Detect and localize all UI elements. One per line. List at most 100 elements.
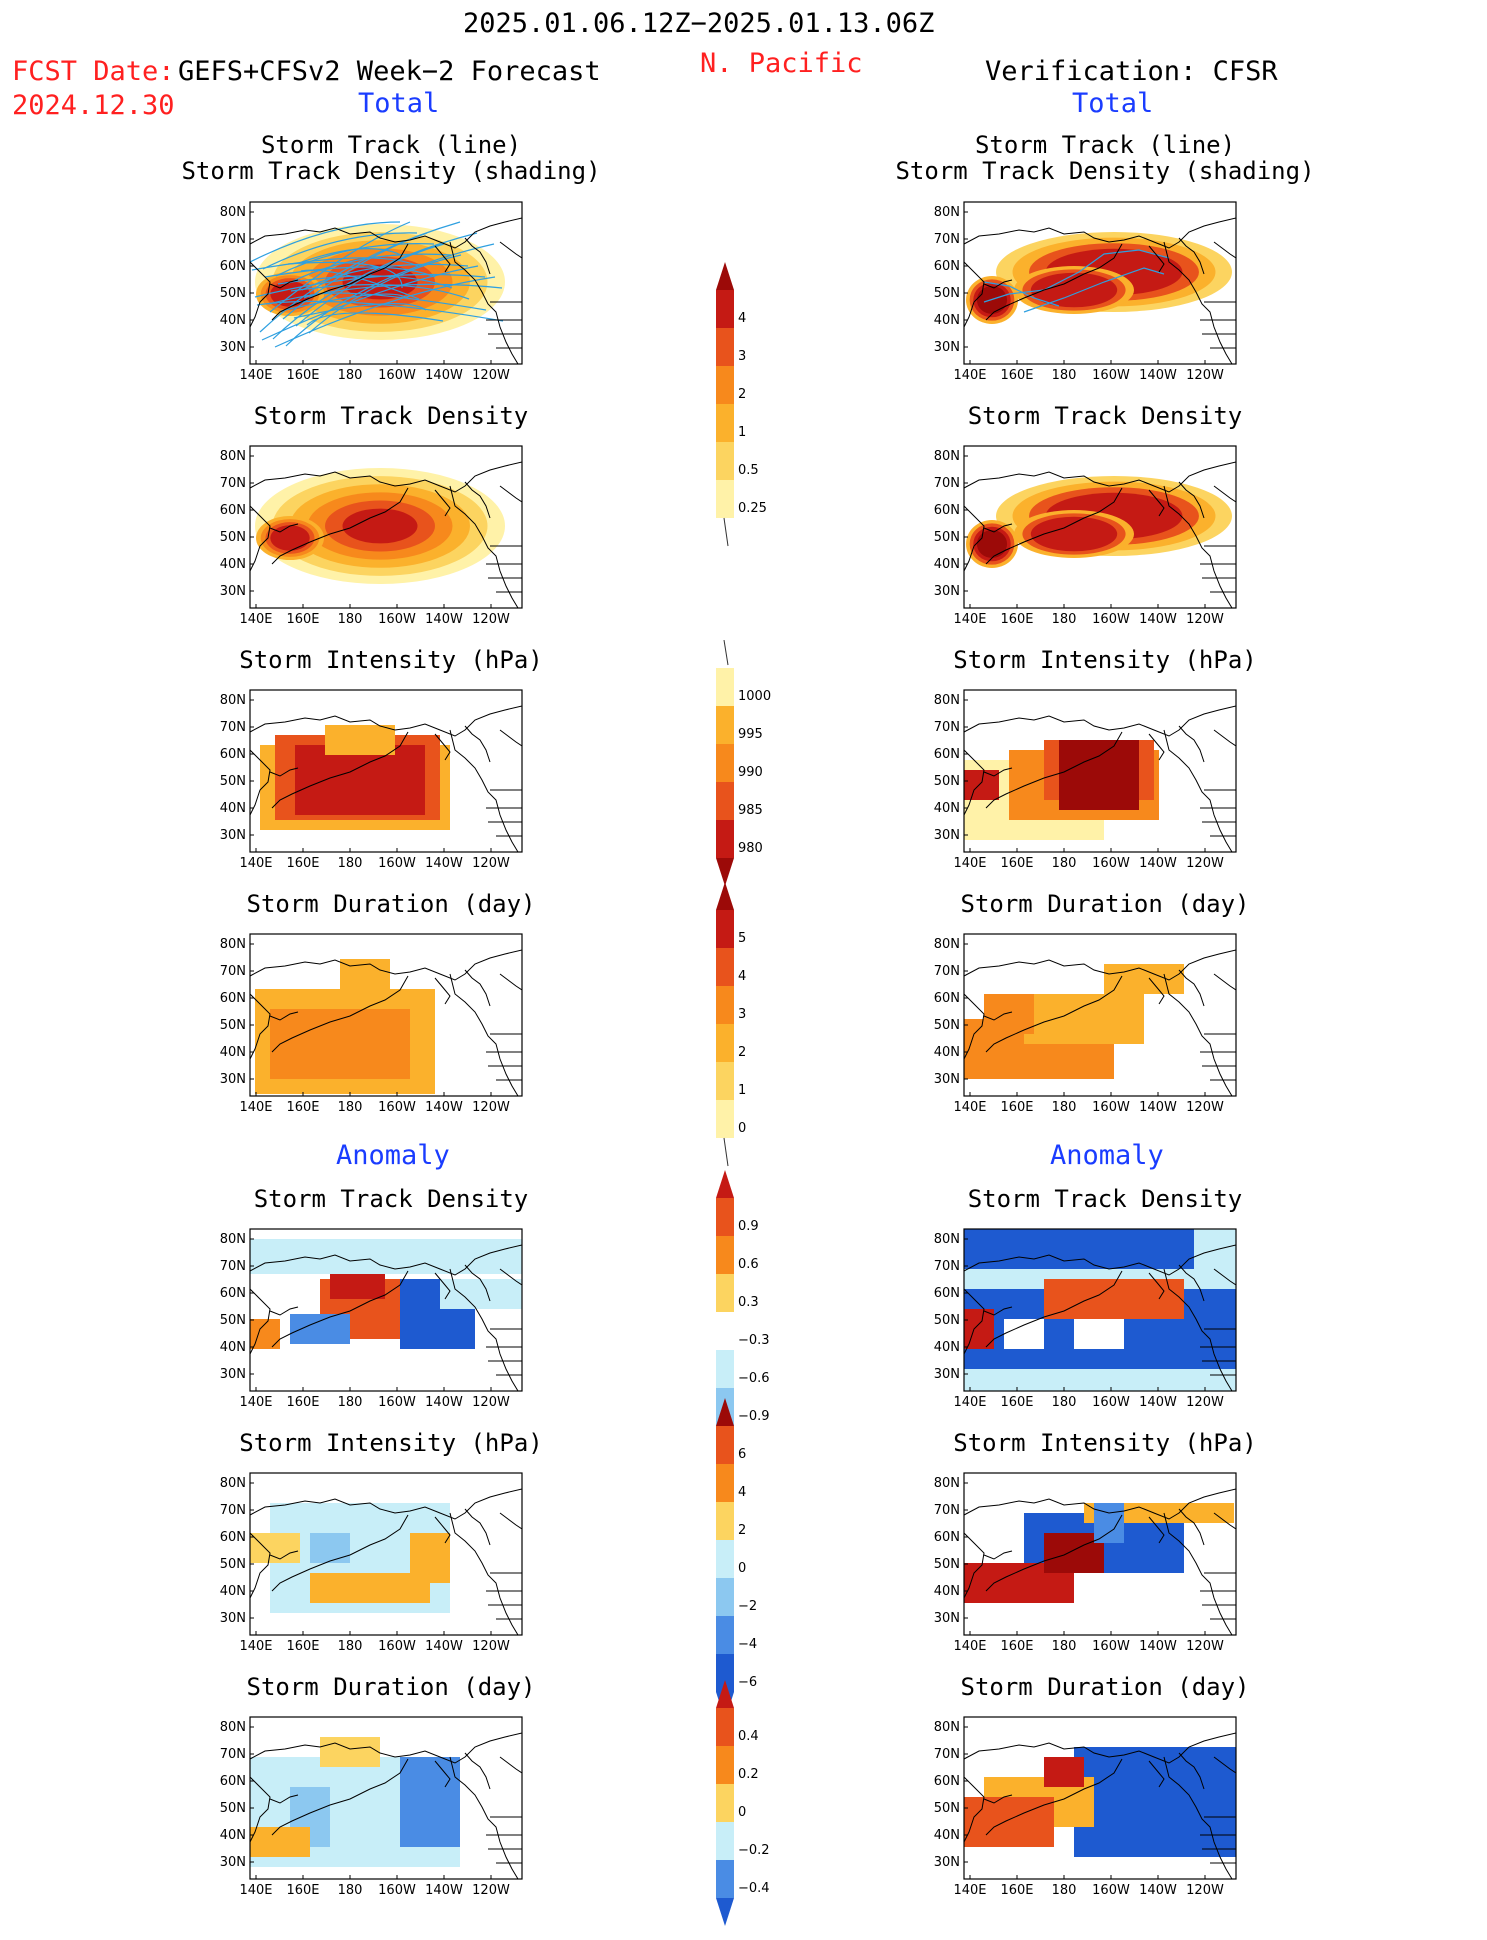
lat-tick-label: 50N xyxy=(220,530,246,545)
lon-tick-label: 120W xyxy=(472,612,510,625)
lat-tick-label: 70N xyxy=(934,964,960,979)
left-intensity-map: 80N 70N 60N 50N 40N 30N 140E 160E 180 160W 140W 120… xyxy=(210,684,530,869)
colorbar-label: 0.9 xyxy=(738,1219,759,1234)
lon-tick-label: 140E xyxy=(239,856,272,869)
lon-tick-label: 140W xyxy=(425,1395,463,1408)
lat-tick-label: 30N xyxy=(220,828,246,843)
lon-tick-label: 160W xyxy=(378,1395,416,1408)
lat-tick-label: 30N xyxy=(934,828,960,843)
right-duration-title: Storm Duration (day) xyxy=(960,890,1250,918)
lon-tick-label: 120W xyxy=(472,1883,510,1896)
lon-tick-label: 140E xyxy=(953,1883,986,1896)
colorbar-label: 4 xyxy=(738,311,746,326)
lat-tick-label: 80N xyxy=(934,1720,960,1735)
lat-tick-label: 40N xyxy=(220,1340,246,1355)
left-total-label: Total xyxy=(358,88,440,119)
lat-tick-label: 60N xyxy=(220,747,246,762)
lon-tick-label: 140W xyxy=(425,1639,463,1652)
lat-tick-label: 70N xyxy=(934,1747,960,1762)
lat-tick-label: 50N xyxy=(934,1801,960,1816)
colorbar-label: 990 xyxy=(738,765,763,780)
lon-tick-label: 120W xyxy=(472,1639,510,1652)
colorbar-label: 4 xyxy=(738,1485,746,1500)
lat-tick-label: 60N xyxy=(934,1774,960,1789)
lat-tick-label: 80N xyxy=(934,937,960,952)
fcst-date: 2024.12.30 xyxy=(12,90,175,121)
lon-tick-label: 160E xyxy=(286,1883,319,1896)
lat-tick-label: 50N xyxy=(220,1018,246,1033)
lat-tick-label: 30N xyxy=(934,1611,960,1626)
right-anom-duration-map: 80N 70N 60N 50N 40N 30N 140E 160E 180 160W 140W 120… xyxy=(924,1711,1244,1896)
lon-tick-label: 180 xyxy=(1052,1639,1077,1652)
lat-tick-label: 70N xyxy=(220,1503,246,1518)
lon-tick-label: 160W xyxy=(378,612,416,625)
colorbar-label: 0.3 xyxy=(738,1295,759,1310)
lat-tick-label: 30N xyxy=(934,584,960,599)
lat-tick-label: 40N xyxy=(220,801,246,816)
lat-tick-label: 80N xyxy=(934,449,960,464)
lat-tick-label: 80N xyxy=(934,205,960,220)
right-duration-map: 80N 70N 60N 50N 40N 30N 140E 160E 180 160W 140W 120… xyxy=(924,928,1244,1113)
lon-tick-label: 160E xyxy=(286,368,319,381)
right-density-map: 80N 70N 60N 50N 40N 30N 140E 160E 180 160W 140W 120… xyxy=(924,440,1244,625)
right-intensity-map: 80N 70N 60N 50N 40N 30N 140E 160E 180 160W 140W 120… xyxy=(924,684,1244,869)
lon-tick-label: 180 xyxy=(338,368,363,381)
lat-tick-label: 50N xyxy=(934,1313,960,1328)
lon-tick-label: 160E xyxy=(1000,856,1033,869)
lat-tick-label: 50N xyxy=(220,774,246,789)
lon-tick-label: 120W xyxy=(1186,368,1224,381)
lat-tick-label: 30N xyxy=(220,1611,246,1626)
colorbar-label: 0 xyxy=(738,1805,746,1820)
lat-tick-label: 60N xyxy=(220,503,246,518)
lat-tick-label: 50N xyxy=(220,1313,246,1328)
lat-tick-label: 40N xyxy=(220,1584,246,1599)
colorbar-label: 5 xyxy=(738,931,746,946)
lat-tick-label: 70N xyxy=(220,232,246,247)
lon-tick-label: 140E xyxy=(239,368,272,381)
lon-tick-label: 180 xyxy=(1052,1395,1077,1408)
lon-tick-label: 140E xyxy=(239,612,272,625)
lon-tick-label: 160E xyxy=(286,612,319,625)
colorbar-label: −2 xyxy=(738,1599,757,1614)
lon-tick-label: 160E xyxy=(1000,1883,1033,1896)
lat-tick-label: 30N xyxy=(220,1855,246,1870)
lat-tick-label: 80N xyxy=(220,1232,246,1247)
period-title: 2025.01.06.12Z−2025.01.13.06Z xyxy=(463,8,935,39)
colorbar-label: 0.5 xyxy=(738,463,759,478)
lon-tick-label: 180 xyxy=(338,1100,363,1113)
fcst-product: GEFS+CFSv2 Week−2 Forecast xyxy=(178,56,601,87)
colorbar-label: −6 xyxy=(738,1675,757,1690)
lat-tick-label: 60N xyxy=(220,1530,246,1545)
lat-tick-label: 60N xyxy=(934,1530,960,1545)
lat-tick-label: 50N xyxy=(934,530,960,545)
anom-density-colorbar: 0.9 0.6 0.3 −0.3 −0.6 −0.9 xyxy=(712,1170,782,1468)
right-total-label: Total xyxy=(1072,88,1154,119)
lon-tick-label: 140W xyxy=(425,612,463,625)
lat-tick-label: 80N xyxy=(220,449,246,464)
lat-tick-label: 60N xyxy=(934,503,960,518)
right-anomaly-label: Anomaly xyxy=(1050,1140,1164,1171)
left-anom-intensity-map: 80N 70N 60N 50N 40N 30N 140E 160E 180 160W 140W 120… xyxy=(210,1467,530,1652)
lon-tick-label: 120W xyxy=(472,856,510,869)
right-anom-density-map: 80N 70N 60N 50N 40N 30N 140E 160E 180 160W 140W 120… xyxy=(924,1223,1244,1408)
colorbar-label: 0.2 xyxy=(738,1767,759,1782)
colorbar-label: 0.4 xyxy=(738,1729,759,1744)
lat-tick-label: 30N xyxy=(934,1855,960,1870)
lon-tick-label: 120W xyxy=(1186,1100,1224,1113)
colorbar-label: −0.9 xyxy=(738,1409,770,1424)
left-anom-duration-title: Storm Duration (day) xyxy=(246,1673,536,1701)
lon-tick-label: 120W xyxy=(1186,612,1224,625)
left-density-title: Storm Track Density xyxy=(253,402,529,430)
lat-tick-label: 40N xyxy=(934,1045,960,1060)
lon-tick-label: 180 xyxy=(338,1883,363,1896)
lon-tick-label: 140W xyxy=(425,856,463,869)
lon-tick-label: 140E xyxy=(239,1100,272,1113)
left-anomaly-label: Anomaly xyxy=(336,1140,450,1171)
right-track-line-title: Storm Track (line) xyxy=(974,131,1236,159)
left-track-map: 80N 70N 60N 50N 40N 30N 140E 160E 180 160W 140W 120… xyxy=(210,196,530,381)
right-anom-density-title: Storm Track Density xyxy=(967,1185,1243,1213)
lat-tick-label: 70N xyxy=(220,1747,246,1762)
lat-tick-label: 60N xyxy=(934,1286,960,1301)
lon-tick-label: 120W xyxy=(1186,1639,1224,1652)
lat-tick-label: 40N xyxy=(934,1828,960,1843)
